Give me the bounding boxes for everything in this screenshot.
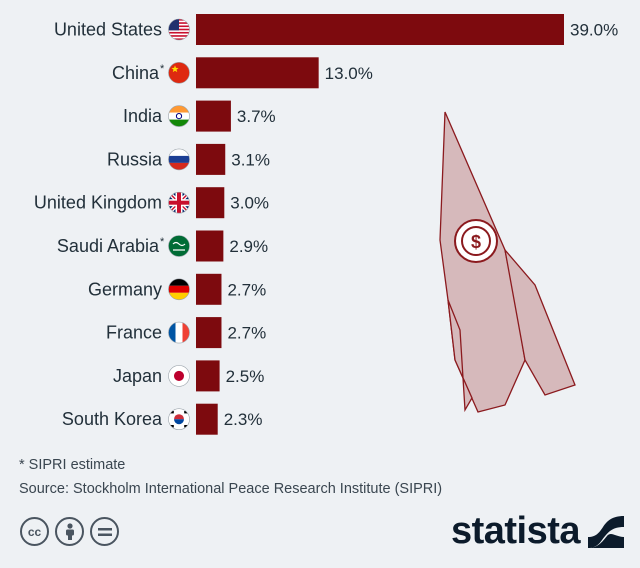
- statista-logo[interactable]: statista: [451, 510, 624, 553]
- bar-row: 2.3% South Korea: [62, 403, 263, 435]
- value-label: 2.9%: [229, 237, 268, 256]
- footnote-estimate: * SIPRI estimate: [19, 457, 126, 473]
- china-flag-icon: [168, 62, 190, 84]
- bar[interactable]: [196, 14, 564, 45]
- category-label: Russia: [107, 149, 163, 169]
- category-label: South Korea: [62, 409, 163, 429]
- value-label: 2.3%: [224, 410, 263, 429]
- bar-row: 39.0% United States: [54, 14, 618, 45]
- value-label: 2.7%: [227, 280, 266, 299]
- bar-row: 2.7% Germany: [88, 273, 266, 305]
- bar-row: 2.9% Saudi Arabia *: [57, 230, 268, 262]
- bar-row: 13.0% China *: [112, 57, 373, 89]
- brand-name: statista: [450, 510, 581, 552]
- bar-row: 3.0% United Kingdom: [34, 187, 269, 219]
- value-label: 3.1%: [231, 150, 270, 169]
- rocket-dollar-icon: $: [439, 111, 576, 413]
- us-flag-icon: [168, 18, 190, 41]
- south-korea-flag-icon: [168, 408, 190, 431]
- france-flag-icon: [168, 321, 190, 344]
- value-label: 39.0%: [570, 21, 618, 40]
- bar[interactable]: [196, 143, 226, 175]
- bar-row: 2.7% France: [106, 317, 266, 349]
- germany-flag-icon: [168, 278, 190, 301]
- value-label: 3.0%: [230, 194, 269, 213]
- bar[interactable]: [196, 360, 220, 392]
- value-label: 2.7%: [227, 324, 266, 343]
- bar-row: 3.1% Russia: [107, 143, 270, 175]
- bar[interactable]: [196, 230, 224, 262]
- category-label: France: [106, 323, 162, 343]
- bar[interactable]: [196, 317, 222, 349]
- category-label: United States: [54, 20, 162, 40]
- bar-row: 3.7% India: [123, 100, 276, 132]
- estimate-asterisk: *: [160, 236, 165, 248]
- source-note: Source: Stockholm International Peace Re…: [19, 481, 443, 497]
- no-derivatives-icon[interactable]: [90, 517, 119, 546]
- estimate-asterisk: *: [160, 63, 165, 75]
- category-label: China: [112, 63, 160, 83]
- bar[interactable]: [196, 100, 231, 132]
- creative-commons-icon[interactable]: cc: [20, 517, 49, 546]
- uk-flag-icon: [168, 191, 190, 214]
- category-label: Japan: [113, 366, 162, 386]
- attribution-icon[interactable]: [55, 517, 84, 546]
- svg-text:$: $: [471, 232, 481, 252]
- value-label: 3.7%: [237, 107, 276, 126]
- russia-flag-icon: [168, 148, 190, 171]
- japan-flag-icon: [168, 365, 190, 387]
- category-label: United Kingdom: [34, 193, 162, 213]
- category-label: India: [123, 106, 163, 126]
- value-label: 2.5%: [226, 367, 265, 386]
- india-flag-icon: [168, 105, 190, 127]
- bar[interactable]: [196, 273, 222, 305]
- bar[interactable]: [196, 403, 218, 435]
- saudi-arabia-flag-icon: [168, 235, 190, 257]
- license-icons: cc: [20, 517, 119, 546]
- value-label: 13.0%: [325, 64, 373, 83]
- category-label: Germany: [88, 279, 162, 299]
- bar[interactable]: [196, 57, 319, 89]
- bar[interactable]: [196, 187, 225, 219]
- bar-row: 2.5% Japan: [113, 360, 265, 392]
- category-label: Saudi Arabia: [57, 236, 160, 256]
- statista-mark-icon: [588, 515, 624, 548]
